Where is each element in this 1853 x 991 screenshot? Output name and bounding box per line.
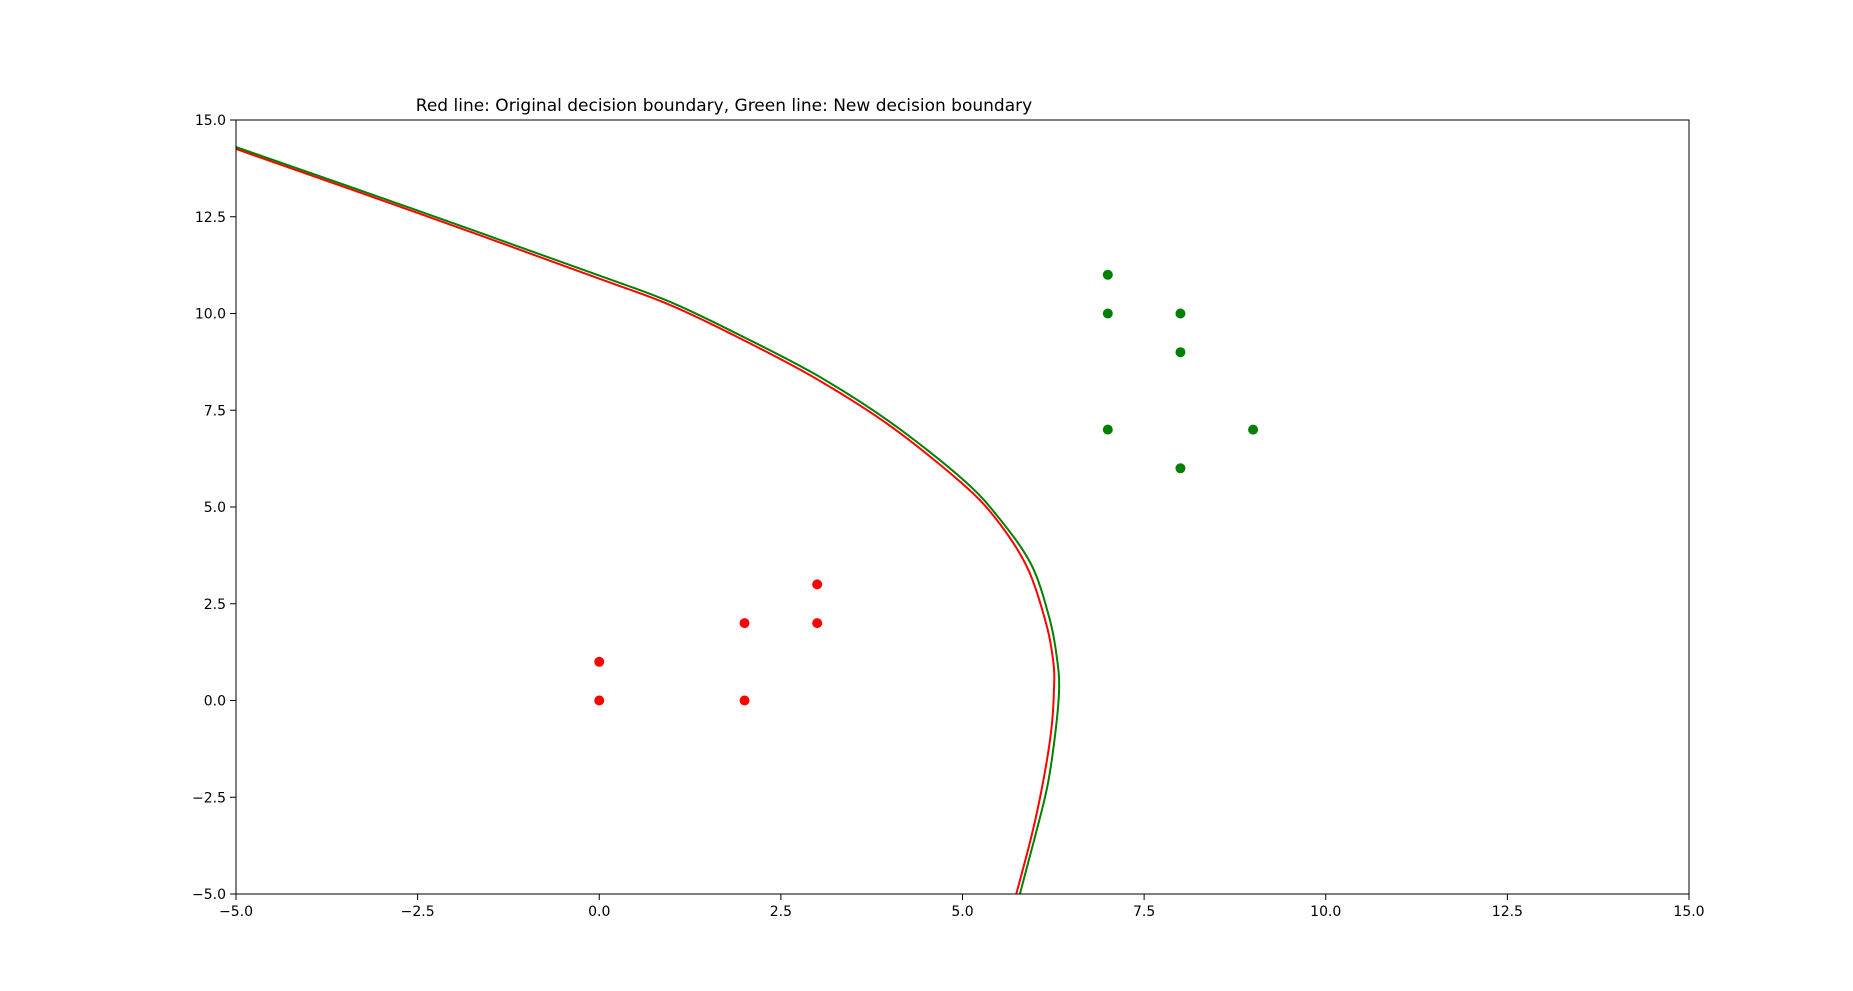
y-tick-label: −5.0 — [192, 887, 226, 903]
scatter-point-s1-3 — [739, 695, 750, 706]
scatter-point-s2-1 — [1102, 269, 1113, 280]
scatter-point-s2-2 — [1102, 308, 1113, 319]
y-tick-label: 10.0 — [195, 307, 226, 323]
scatter-point-s2-6 — [1248, 424, 1259, 435]
scatter-point-s1-1 — [594, 695, 605, 706]
data-points — [594, 269, 1259, 706]
y-tick-label: 7.5 — [204, 403, 226, 419]
x-tick-label: 12.5 — [1492, 904, 1523, 920]
x-tick-label: 7.5 — [1133, 904, 1155, 920]
scatter-point-s1-5 — [812, 618, 823, 629]
y-tick-label: 2.5 — [204, 597, 226, 613]
boundary-line-2 — [236, 146, 1061, 894]
scatter-point-s1-4 — [739, 618, 750, 629]
x-tick-label: 15.0 — [1673, 904, 1704, 920]
scatter-point-s2-3 — [1175, 308, 1186, 319]
scatter-point-s2-5 — [1102, 424, 1113, 435]
scatter-point-s2-7 — [1175, 463, 1186, 474]
y-tick-label: −2.5 — [192, 790, 226, 806]
y-tick-label: 0.0 — [204, 694, 226, 710]
y-tick-label: 5.0 — [204, 500, 226, 516]
x-tick-label: −5.0 — [219, 904, 253, 920]
x-axis: −5.0 −2.5 0.0 2.5 5.0 7.5 10.0 12.5 15.0 — [219, 894, 1705, 920]
x-tick-label: 5.0 — [951, 904, 973, 920]
scatter-point-s1-6 — [812, 579, 823, 590]
x-tick-label: 2.5 — [770, 904, 792, 920]
y-tick-label: 15.0 — [195, 113, 226, 129]
x-tick-label: 10.0 — [1310, 904, 1341, 920]
chart-title: Red line: Original decision boundary, Gr… — [416, 96, 1032, 116]
decision-boundaries — [236, 146, 1061, 894]
x-tick-label: −2.5 — [401, 904, 435, 920]
x-tick-label: 0.0 — [588, 904, 610, 920]
y-tick-label: 12.5 — [195, 210, 226, 226]
scatter-point-s1-2 — [594, 656, 605, 667]
y-axis: −5.0 −2.5 0.0 2.5 5.0 7.5 10.0 12.5 15.0 — [192, 113, 236, 903]
boundary-line-1 — [236, 148, 1056, 894]
scatter-point-s2-4 — [1175, 347, 1186, 358]
